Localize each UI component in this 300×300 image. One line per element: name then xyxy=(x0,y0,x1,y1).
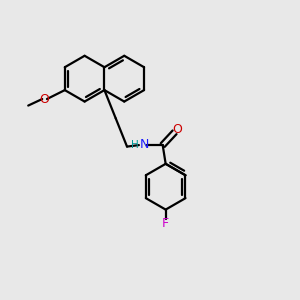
Text: O: O xyxy=(172,123,182,136)
Text: O: O xyxy=(40,92,50,106)
Text: N: N xyxy=(139,138,148,151)
Text: H: H xyxy=(131,140,139,150)
Text: F: F xyxy=(162,217,169,230)
